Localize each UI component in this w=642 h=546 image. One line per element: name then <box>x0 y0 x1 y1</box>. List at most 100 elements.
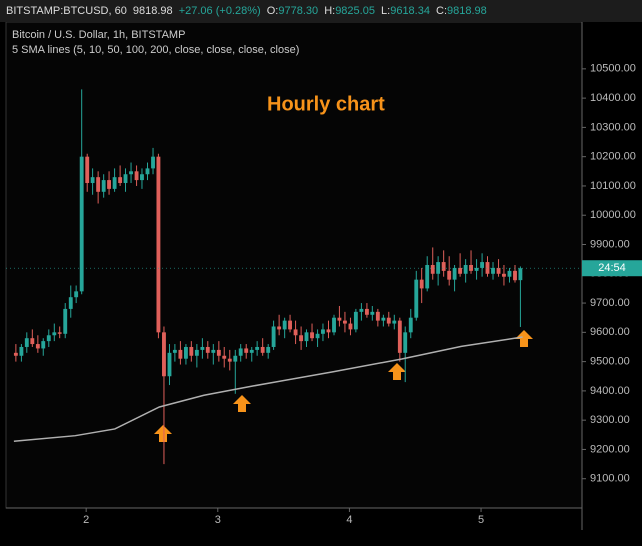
candle-body <box>156 156 161 333</box>
candle-body <box>129 171 133 175</box>
candle-body <box>57 332 62 334</box>
candle-body <box>266 346 271 353</box>
candle-body <box>386 317 391 324</box>
x-tick-label: 4 <box>346 514 352 526</box>
y-tick-label: 10000.00 <box>590 209 636 221</box>
candle-body <box>41 341 46 349</box>
y-tick-label: 10400.00 <box>590 92 636 104</box>
candle-body <box>140 174 144 181</box>
candle-body <box>370 311 375 315</box>
candle-body <box>30 338 35 345</box>
low-label: L: <box>381 5 391 17</box>
candle-body <box>46 335 51 342</box>
candle-body <box>85 156 90 184</box>
candle-body <box>260 346 265 353</box>
candle-body <box>271 326 276 347</box>
x-tick-label: 2 <box>83 514 89 526</box>
candle-body <box>227 358 232 362</box>
y-tick-label: 10300.00 <box>590 121 636 133</box>
candle-body <box>375 311 380 321</box>
legend: Bitcoin / U.S. Dollar, 1h, BITSTAMP 5 SM… <box>12 28 299 58</box>
candle-body <box>13 352 18 356</box>
candle-body <box>194 349 199 356</box>
y-tick-label: 9100.00 <box>590 473 630 485</box>
candle-body <box>68 297 73 309</box>
price-tag <box>582 260 642 277</box>
arrow <box>388 363 406 380</box>
candle-body <box>408 317 413 333</box>
candle-body <box>52 332 57 336</box>
y-tick-label: 9700.00 <box>590 297 630 309</box>
candle-body <box>167 352 172 377</box>
candle-body <box>189 346 194 356</box>
candle-body <box>123 174 128 184</box>
annotation: Hourly chart <box>267 93 385 115</box>
candle-body <box>414 279 419 318</box>
candle-body <box>299 335 304 342</box>
close-label: C: <box>436 5 448 17</box>
candle-body <box>364 308 369 315</box>
candle-body <box>518 268 523 281</box>
open: 9778.30 <box>278 5 319 17</box>
candle-body <box>447 270 452 280</box>
candle-body <box>211 349 216 353</box>
arrow <box>515 330 533 347</box>
open-label: O: <box>266 5 279 17</box>
high: 9825.05 <box>335 5 375 17</box>
candle-body <box>513 270 517 281</box>
candle-body <box>183 346 188 359</box>
candle-body <box>172 349 177 353</box>
candle-body <box>79 156 84 292</box>
candle-body <box>337 317 342 321</box>
candle-body <box>205 346 210 353</box>
candle-body <box>101 180 106 192</box>
candle-body <box>90 177 95 184</box>
sma-line <box>13 336 523 442</box>
candle-body <box>249 349 254 353</box>
candle-body <box>491 267 495 274</box>
chart-title: Bitcoin / U.S. Dollar, 1h, BITSTAMP <box>12 29 186 41</box>
candle-body <box>107 180 111 189</box>
candle-body <box>96 177 101 192</box>
candle-body <box>480 262 485 268</box>
candle-body <box>255 346 260 350</box>
y-tick-label: 9900.00 <box>590 238 630 250</box>
candle-body <box>419 279 424 289</box>
arrow <box>154 425 172 442</box>
candle-body <box>134 171 139 181</box>
candle-body <box>151 156 155 169</box>
candle-body <box>238 348 243 356</box>
candle-body <box>233 355 238 362</box>
candle-body <box>282 320 287 330</box>
symbol: BITSTAMP:BTCUSD, 60 <box>6 5 127 17</box>
candle-body <box>293 329 298 336</box>
candle-body <box>112 177 117 189</box>
candle-body <box>332 317 336 333</box>
chart: Hourly chart 9100.00 9200.00 9300.00 9400.0… <box>5 22 642 530</box>
y-tick-label: 10200.00 <box>590 151 636 163</box>
candle-body <box>458 267 463 274</box>
change: +27.06 (+0.28%) <box>178 5 261 17</box>
chart-subtitle: 5 SMA lines (5, 10, 50, 100, 200, close,… <box>12 44 300 56</box>
y-tick-label: 9400.00 <box>590 385 630 397</box>
header: BITSTAMP:BTCUSD, 60 9818.98 +27.06 (+0.2… <box>0 0 642 22</box>
candle-body <box>24 338 29 347</box>
candle-body <box>145 168 150 175</box>
candle-body <box>19 346 24 356</box>
candle-body <box>178 349 183 359</box>
candle-body <box>118 177 123 184</box>
y-tick-label: 9600.00 <box>590 326 630 338</box>
candle-body <box>315 333 320 339</box>
arrow <box>233 395 251 412</box>
candle-body <box>200 346 205 350</box>
candle-body <box>348 323 353 330</box>
candle-body <box>359 308 364 312</box>
close: 9818.98 <box>447 5 487 17</box>
candle-body <box>381 317 386 321</box>
y-tick-label: 9200.00 <box>590 443 630 455</box>
candle-body <box>403 332 408 353</box>
candle-body <box>304 332 309 342</box>
y-tick-label: 10100.00 <box>590 180 636 192</box>
candle-body <box>425 265 430 289</box>
